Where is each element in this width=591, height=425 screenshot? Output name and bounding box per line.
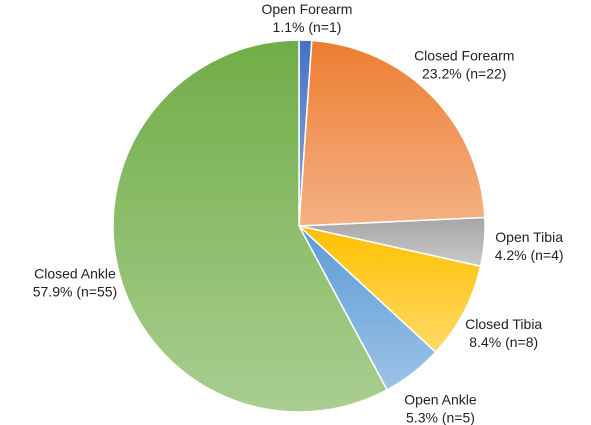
slice-value-label: 5.3% (n=5) <box>406 410 475 425</box>
pie-slice <box>296 224 482 354</box>
pie-slice <box>298 39 486 227</box>
slice-label: Open Tibia <box>495 229 563 245</box>
slice-label: Closed Tibia <box>465 316 542 332</box>
slice-label: Open Ankle <box>404 392 477 408</box>
slice-label: Closed Ankle <box>34 265 116 281</box>
slice-value-label: 23.2% (n=22) <box>422 66 506 82</box>
slice-value-label: 8.4% (n=8) <box>469 334 538 350</box>
slice-value-label: 1.1% (n=1) <box>273 19 342 35</box>
pie-slice <box>112 39 389 413</box>
slice-label: Closed Forearm <box>414 48 514 64</box>
slice-value-label: 4.2% (n=4) <box>495 247 564 263</box>
slice-value-label: 57.9% (n=55) <box>33 283 117 299</box>
slice-label: Open Forearm <box>261 1 352 17</box>
